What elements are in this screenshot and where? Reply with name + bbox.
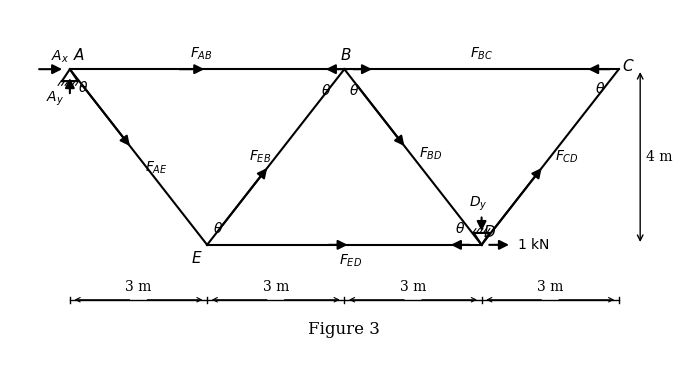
Text: $F_{CD}$: $F_{CD}$ (555, 149, 579, 165)
Text: 3 m: 3 m (126, 279, 152, 294)
Text: $\theta$: $\theta$ (455, 221, 465, 236)
Text: 4 m: 4 m (646, 150, 673, 164)
Text: 3 m: 3 m (400, 279, 426, 294)
Text: $\theta$: $\theta$ (78, 80, 88, 95)
Text: Figure 3: Figure 3 (308, 321, 380, 338)
Text: $F_{ED}$: $F_{ED}$ (339, 252, 362, 269)
Text: $F_{EB}$: $F_{EB}$ (248, 149, 271, 165)
Text: 3 m: 3 m (263, 279, 289, 294)
Text: $1$ kN: $1$ kN (516, 237, 549, 252)
Text: $\theta$: $\theta$ (595, 81, 605, 96)
Text: $F_{AE}$: $F_{AE}$ (144, 160, 167, 176)
Text: $D_y$: $D_y$ (469, 195, 488, 213)
Text: $\theta$: $\theta$ (348, 83, 359, 98)
Text: $D$: $D$ (483, 224, 496, 240)
Text: $E$: $E$ (190, 250, 202, 266)
Text: $\theta$: $\theta$ (213, 221, 223, 236)
Text: $B$: $B$ (340, 47, 352, 63)
Text: $C$: $C$ (622, 58, 635, 74)
Text: $A_y$: $A_y$ (46, 89, 63, 108)
Text: $F_{AB}$: $F_{AB}$ (190, 46, 213, 62)
Text: $A_x$: $A_x$ (51, 49, 70, 65)
Text: $F_{BD}$: $F_{BD}$ (419, 146, 443, 162)
Text: $A$: $A$ (73, 47, 85, 63)
Text: $F_{BC}$: $F_{BC}$ (470, 46, 493, 62)
Text: $\theta$: $\theta$ (321, 83, 331, 98)
Text: 3 m: 3 m (537, 279, 564, 294)
